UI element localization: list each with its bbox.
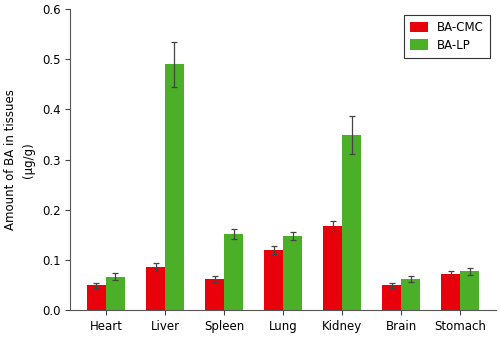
Bar: [205, 278, 224, 310]
Bar: [283, 236, 302, 310]
Bar: [324, 226, 342, 310]
Bar: [106, 276, 125, 310]
Bar: [382, 285, 402, 310]
Bar: [165, 64, 184, 310]
Bar: [264, 250, 283, 310]
Bar: [402, 279, 420, 310]
Bar: [146, 268, 165, 310]
Bar: [442, 274, 460, 310]
Legend: BA-CMC, BA-LP: BA-CMC, BA-LP: [404, 15, 490, 58]
Bar: [342, 134, 361, 310]
Bar: [224, 234, 243, 310]
Bar: [460, 272, 479, 310]
Bar: [87, 285, 106, 310]
Y-axis label: Amount of BA in tissues
(μg/g): Amount of BA in tissues (μg/g): [4, 89, 35, 230]
